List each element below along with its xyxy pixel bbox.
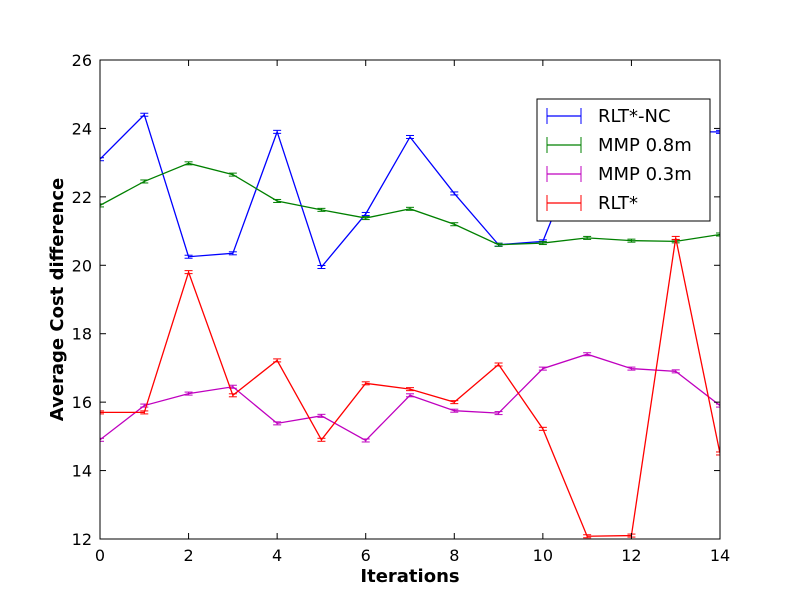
data-point [494, 411, 503, 416]
data-point [450, 408, 459, 413]
data-point [184, 254, 193, 259]
axes-layer: 0 2 4 6 8 10 12 141214161820222426IterationsAve… [47, 51, 730, 587]
data-point [671, 369, 680, 374]
legend-item: RLT* [546, 193, 638, 214]
data-point [583, 352, 592, 357]
x-tick-label: 10 [533, 546, 553, 565]
data-point [184, 391, 193, 396]
series-line [100, 237, 720, 537]
series-mmp-0-8m [100, 161, 720, 247]
data-point [140, 179, 149, 184]
y-tick-label: 24 [72, 119, 92, 138]
y-tick-label: 12 [72, 530, 92, 549]
data-point [538, 241, 547, 246]
data-point [583, 534, 592, 539]
data-point [450, 222, 459, 227]
data-point [317, 207, 326, 212]
x-axis-label: Iterations [360, 566, 459, 587]
legend-item: RLT*-NC [546, 106, 671, 127]
data-point [538, 426, 547, 431]
x-tick-label: 0 [95, 546, 105, 565]
data-point [140, 112, 149, 117]
x-tick-label: 8 [449, 546, 459, 565]
data-point [273, 421, 282, 426]
data-point [228, 172, 237, 177]
series-line [100, 353, 720, 442]
data-point [716, 232, 720, 237]
data-point [716, 403, 720, 408]
legend-label: MMP 0.8m [598, 135, 692, 156]
x-tick-label: 2 [183, 546, 193, 565]
data-point [406, 134, 414, 139]
data-point [100, 157, 104, 162]
x-tick-label: 6 [361, 546, 371, 565]
data-point [627, 366, 636, 371]
data-point [100, 410, 104, 415]
data-point [273, 198, 282, 203]
data-point [538, 366, 547, 371]
data-point [100, 437, 104, 442]
x-tick-label: 4 [272, 546, 282, 565]
plot-layer [100, 112, 720, 539]
x-tick-label: 14 [710, 546, 730, 565]
legend-label: RLT* [598, 193, 638, 214]
legend-label: MMP 0.3m [598, 164, 692, 185]
data-point [361, 438, 370, 443]
y-tick-label: 22 [72, 188, 92, 207]
data-point [716, 451, 720, 456]
data-point [450, 400, 459, 405]
data-point [100, 203, 104, 208]
data-point [228, 251, 237, 256]
y-tick-label: 16 [72, 393, 92, 412]
data-point [361, 216, 370, 221]
y-tick-label: 26 [72, 51, 92, 70]
legend: RLT*-NC MMP 0.8m MMP 0.3m RLT* [536, 98, 711, 222]
data-point [317, 413, 326, 418]
data-point [494, 362, 503, 367]
legend-label: RLT*-NC [598, 106, 671, 127]
data-point [406, 393, 414, 398]
data-point [184, 161, 193, 166]
data-point [494, 242, 503, 247]
y-tick-label: 14 [72, 462, 92, 481]
x-tick-label: 12 [621, 546, 641, 565]
data-point [361, 211, 370, 216]
data-point [273, 129, 282, 134]
data-point [317, 437, 326, 442]
y-tick-label: 20 [72, 256, 92, 275]
data-point [184, 270, 193, 275]
legend-box [536, 98, 711, 222]
y-axis-label: Average Cost difference [47, 178, 68, 421]
data-point [140, 410, 149, 415]
data-point [228, 393, 237, 398]
data-point [406, 206, 414, 211]
data-point [716, 129, 720, 134]
plot-frame [99, 59, 721, 540]
data-point [583, 235, 592, 240]
data-point [671, 235, 680, 240]
data-point [317, 264, 326, 269]
legend-item: MMP 0.8m [546, 135, 692, 156]
data-point [273, 358, 282, 363]
data-point [406, 387, 414, 392]
data-point [450, 191, 459, 196]
y-tick-label: 18 [72, 325, 92, 344]
data-point [361, 381, 370, 386]
series-mmp-0-3m [100, 352, 720, 443]
series-rlt [100, 235, 720, 539]
legend-item: MMP 0.3m [546, 164, 692, 185]
data-point [627, 238, 636, 243]
